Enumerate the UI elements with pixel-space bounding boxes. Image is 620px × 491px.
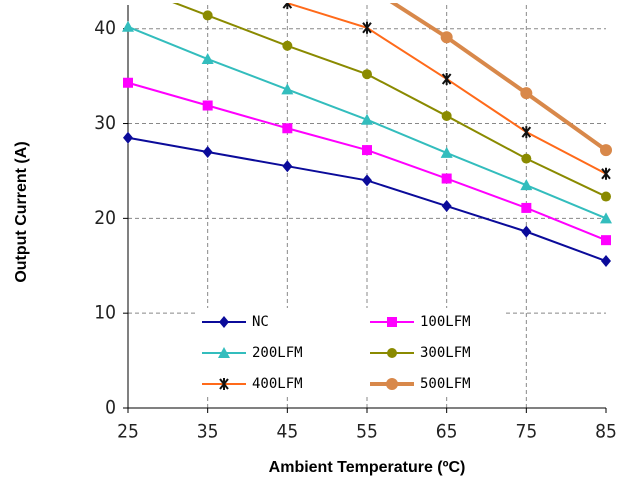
marker xyxy=(123,77,133,88)
series-layer xyxy=(122,3,612,268)
legend-label: 300LFM xyxy=(420,345,471,361)
legend-label: 500LFM xyxy=(420,376,471,392)
marker xyxy=(282,40,293,51)
marker xyxy=(362,69,372,80)
marker xyxy=(441,72,452,85)
marker xyxy=(441,173,452,184)
marker xyxy=(219,316,229,328)
marker xyxy=(122,20,134,32)
legend-label: 200LFM xyxy=(252,345,303,361)
x-tick-label: 35 xyxy=(197,421,219,443)
legend-label: 100LFM xyxy=(420,314,471,330)
x-tick-label: 55 xyxy=(356,421,378,443)
marker xyxy=(521,153,532,164)
x-axis-label: Ambient Temperature (ºC) xyxy=(269,459,466,476)
legend-label: NC xyxy=(252,314,269,330)
y-tick-label: 0 xyxy=(105,397,116,419)
marker xyxy=(521,225,532,238)
marker xyxy=(600,144,612,157)
marker xyxy=(521,202,532,213)
marker xyxy=(520,179,533,191)
marker xyxy=(282,160,293,173)
marker xyxy=(386,378,398,390)
y-tick-label: 20 xyxy=(94,207,116,229)
y-tick-label: 30 xyxy=(94,112,116,134)
marker xyxy=(520,87,533,100)
x-tick-label: 85 xyxy=(595,421,617,443)
x-tick-label: 65 xyxy=(436,421,458,443)
marker xyxy=(600,212,612,224)
x-tick-label: 45 xyxy=(276,421,298,443)
series-line xyxy=(389,3,608,152)
marker xyxy=(601,191,611,202)
legend-box xyxy=(195,308,505,394)
marker xyxy=(387,317,397,327)
marker xyxy=(361,113,373,125)
marker xyxy=(362,174,372,187)
x-tick-label: 75 xyxy=(515,421,537,443)
y-tick-label: 40 xyxy=(94,17,116,39)
x-tick-label: 25 xyxy=(117,421,139,443)
marker xyxy=(601,167,611,180)
legend-label: 400LFM xyxy=(252,376,303,392)
marker xyxy=(282,3,293,10)
marker xyxy=(218,347,230,358)
y-axis-label: Output Current (A) xyxy=(13,141,30,282)
marker xyxy=(202,100,213,111)
marker xyxy=(440,31,453,44)
marker xyxy=(202,145,213,158)
marker xyxy=(441,200,452,213)
marker xyxy=(387,348,397,358)
marker xyxy=(362,145,372,156)
marker xyxy=(282,123,293,134)
marker xyxy=(202,10,213,21)
marker xyxy=(441,110,452,121)
marker xyxy=(601,235,611,246)
y-tick-label: 10 xyxy=(94,302,116,324)
marker xyxy=(362,21,372,34)
marker xyxy=(521,126,532,139)
marker xyxy=(281,83,294,95)
marker xyxy=(440,146,453,158)
marker xyxy=(123,131,133,144)
marker xyxy=(219,378,229,390)
marker xyxy=(201,53,214,65)
marker xyxy=(601,255,611,268)
